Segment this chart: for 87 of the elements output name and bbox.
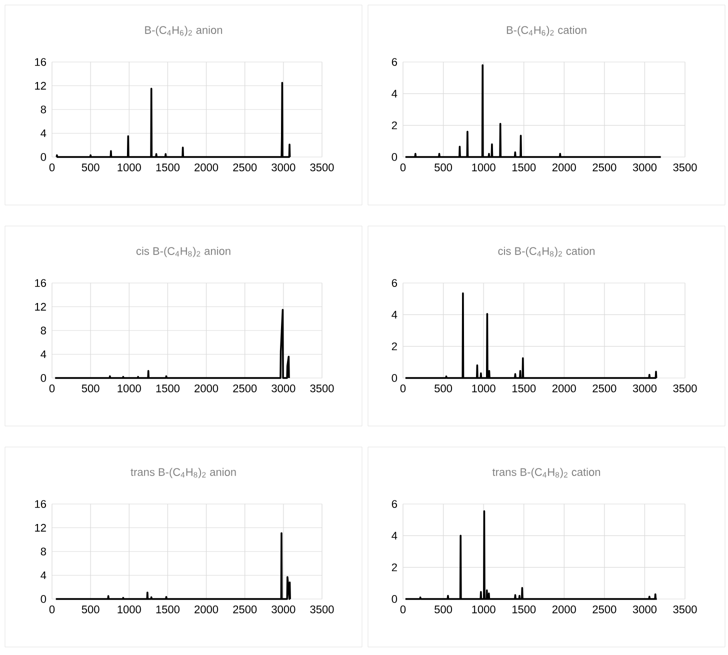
y-tick-label: 0	[392, 374, 398, 382]
line-series	[404, 292, 658, 379]
x-tick-label: 1500	[156, 384, 180, 392]
x-tick-label: 1500	[512, 384, 536, 392]
x-tick-label: 2500	[592, 384, 616, 392]
x-tick-label: 2500	[233, 384, 257, 392]
x-tick-label: 2500	[592, 164, 616, 172]
x-tick-label: 3000	[272, 164, 296, 172]
y-tick-label: 12	[35, 82, 46, 90]
x-tick-label: 1500	[156, 164, 180, 172]
x-tick-label: 3500	[310, 164, 334, 172]
x-tick-label: 1000	[472, 384, 496, 392]
x-tick-label: 500	[82, 384, 100, 392]
x-tick-label: 3500	[673, 384, 697, 392]
y-tick-label: 8	[40, 326, 46, 334]
y-tick-label: 2	[392, 342, 397, 350]
line-series	[54, 308, 290, 379]
y-tick-label: 0	[40, 153, 46, 161]
y-tick-label: 2	[392, 563, 397, 572]
x-tick-label: 3500	[310, 384, 334, 392]
x-tick-label: 1500	[512, 164, 536, 172]
y-tick-label: 0	[40, 595, 46, 603]
y-tick-label: 12	[35, 302, 46, 311]
x-tick-label: 2000	[552, 164, 576, 172]
y-tick-label: 6	[392, 279, 398, 287]
x-tick-label: 3500	[310, 606, 334, 614]
x-tick-label: 2500	[233, 606, 257, 614]
x-tick-label: 3000	[272, 606, 296, 614]
line-series	[404, 510, 658, 600]
x-tick-label: 500	[434, 164, 452, 172]
y-tick-label: 2	[392, 121, 397, 130]
chart-title: B-(C$_{4}$H$_{6}$)$_{2}$ anion	[145, 26, 222, 36]
y-tick-label: 4	[392, 90, 398, 98]
x-tick-label: 2000	[194, 164, 218, 172]
x-tick-label: 0	[49, 606, 55, 614]
x-tick-label: 500	[82, 164, 100, 172]
x-tick-label: 0	[400, 606, 406, 614]
chart-title: cis B-(C$_{4}$H$_{8}$)$_{2}$ cation	[498, 246, 595, 258]
y-tick-label: 6	[392, 58, 398, 66]
y-tick-label: 4	[40, 571, 46, 580]
x-tick-label: 3500	[673, 164, 697, 172]
x-tick-label: 3000	[632, 384, 657, 392]
y-tick-label: 4	[392, 532, 398, 540]
chart-title: trans B-(C$_{4}$H$_{8}$)$_{2}$ cation	[492, 468, 600, 478]
x-tick-label: 0	[49, 164, 55, 172]
chart-title: trans B-(C$_{4}$H$_{8}$)$_{2}$ anion	[130, 468, 236, 478]
y-tick-label: 0	[392, 153, 398, 161]
x-tick-label: 2500	[233, 164, 257, 172]
y-tick-label: 8	[40, 106, 46, 114]
line-series	[404, 64, 662, 158]
line-series	[56, 82, 291, 158]
x-tick-label: 3500	[673, 606, 697, 614]
y-tick-label: 4	[40, 350, 46, 358]
y-tick-label: 16	[35, 279, 46, 287]
x-tick-label: 1500	[156, 606, 180, 614]
y-tick-label: 6	[392, 500, 398, 508]
x-tick-label: 0	[400, 164, 406, 172]
x-tick-label: 2000	[552, 606, 576, 614]
line-series	[54, 532, 291, 600]
y-tick-label: 4	[40, 129, 46, 138]
x-tick-label: 3000	[632, 164, 657, 172]
y-tick-label: 8	[40, 548, 46, 556]
x-tick-label: 1000	[472, 164, 496, 172]
x-tick-label: 500	[434, 606, 452, 614]
chart-title: B-(C$_{4}$H$_{6}$)$_{2}$ cation	[506, 26, 586, 36]
x-tick-label: 3000	[632, 606, 657, 614]
x-tick-label: 1500	[512, 606, 536, 614]
x-tick-label: 1000	[472, 606, 496, 614]
x-tick-label: 2000	[194, 606, 218, 614]
x-tick-label: 1000	[118, 164, 141, 172]
x-tick-label: 3000	[272, 384, 296, 392]
y-tick-label: 16	[35, 58, 46, 66]
x-tick-label: 0	[400, 384, 406, 392]
y-tick-label: 4	[392, 310, 398, 318]
y-tick-label: 12	[35, 524, 46, 532]
x-tick-label: 0	[49, 384, 55, 392]
y-tick-label: 16	[35, 500, 46, 508]
y-tick-label: 0	[392, 595, 398, 603]
x-tick-label: 1000	[118, 384, 141, 392]
chart-title: cis B-(C$_{4}$H$_{8}$)$_{2}$ anion	[136, 246, 230, 258]
x-tick-label: 500	[82, 606, 100, 614]
x-tick-label: 2000	[552, 384, 576, 392]
y-tick-label: 0	[40, 374, 46, 382]
x-tick-label: 2500	[592, 606, 616, 614]
x-tick-label: 2000	[194, 384, 218, 392]
x-tick-label: 1000	[118, 606, 141, 614]
x-tick-label: 500	[434, 384, 452, 392]
